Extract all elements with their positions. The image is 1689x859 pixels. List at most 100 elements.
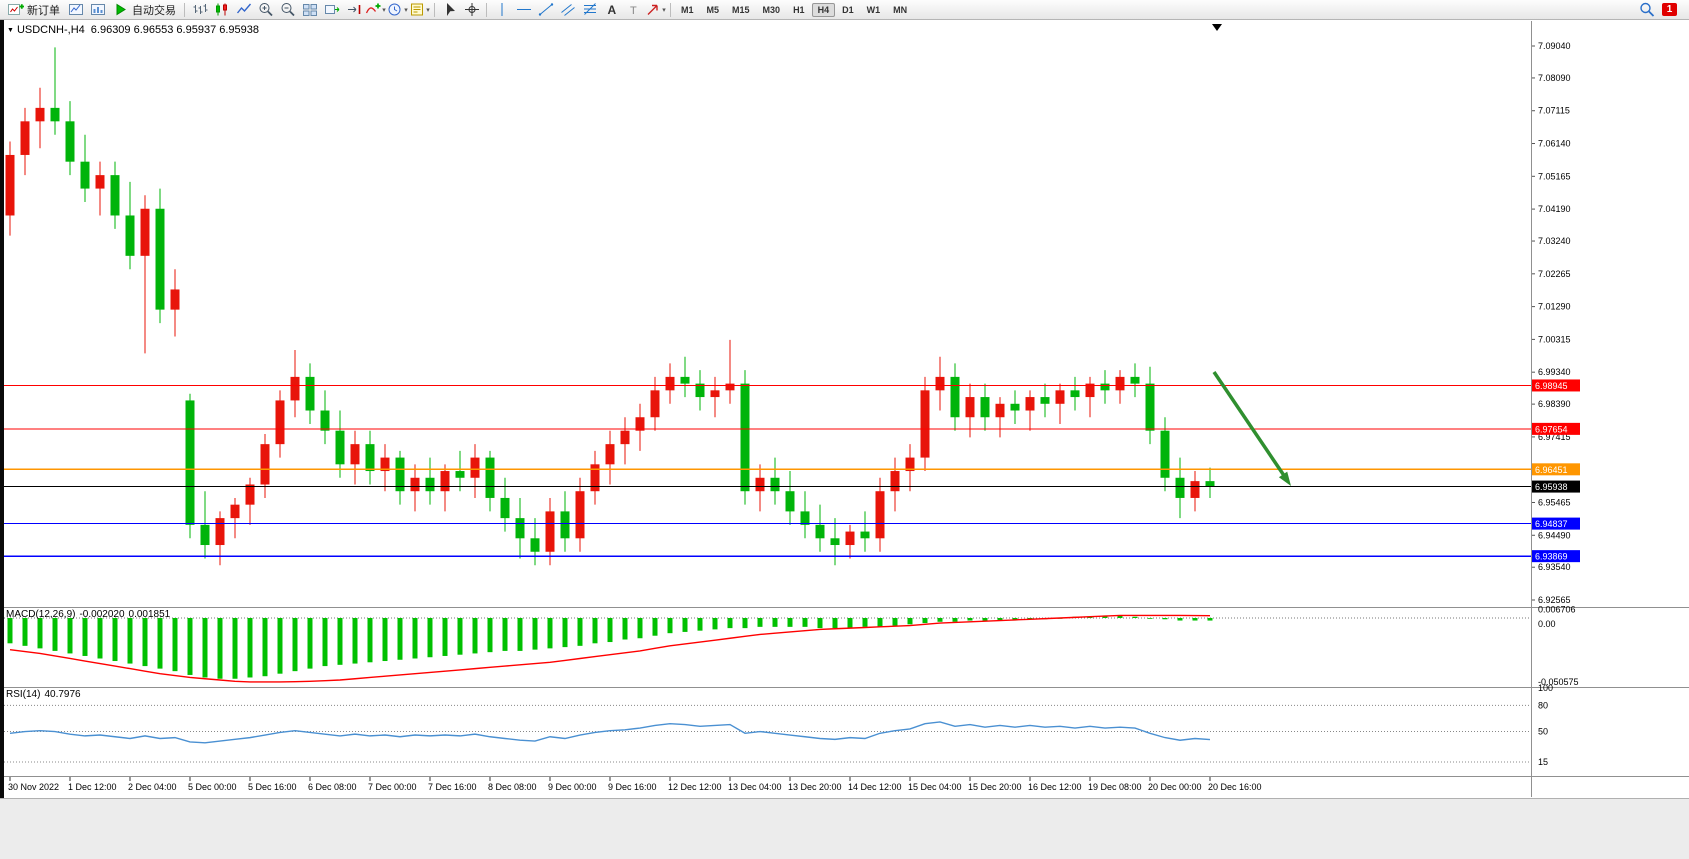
- timeframe-m1-button[interactable]: M1: [681, 4, 694, 15]
- price-line-tag-label: 6.98945: [1535, 381, 1568, 391]
- periods-button[interactable]: ▾: [387, 1, 408, 18]
- price-tick-label: 6.97415: [1538, 432, 1571, 442]
- timeframe-m5-button[interactable]: M5: [706, 4, 720, 15]
- horizontal-line-button[interactable]: [513, 1, 534, 18]
- line-chart-button[interactable]: [233, 1, 254, 18]
- dropdown-arrow-icon: ▾: [404, 6, 408, 14]
- candle-body: [515, 518, 525, 539]
- macd-bar: [457, 618, 463, 655]
- timeframe-m30-button[interactable]: M30: [762, 4, 781, 15]
- candle-body: [620, 430, 630, 445]
- timeframe-w1-button[interactable]: W1: [866, 4, 881, 15]
- candle-body: [980, 397, 990, 418]
- macd-bar: [862, 618, 868, 627]
- macd-bar: [772, 618, 778, 627]
- timeframe-mn-button[interactable]: MN: [893, 4, 908, 15]
- rsi-name: RSI(14): [6, 689, 41, 700]
- chart-menu-marker-icon[interactable]: ▼: [7, 27, 14, 34]
- rsi-axis-label: 50: [1538, 727, 1548, 737]
- candle-body: [305, 376, 315, 411]
- ohlc-bars-button[interactable]: [189, 1, 210, 18]
- new-order-button[interactable]: 新订单: [4, 0, 64, 19]
- equidistant-channel-button[interactable]: [557, 1, 578, 18]
- tile-windows-button[interactable]: [299, 1, 320, 18]
- chart-shift-icon: [346, 2, 362, 17]
- price-tick-label: 7.03240: [1538, 236, 1571, 246]
- price-line-tag-label: 6.94837: [1535, 519, 1568, 529]
- time-tick-label: 30 Nov 2022: [8, 782, 59, 792]
- chart-shift-marker[interactable]: [1212, 24, 1222, 31]
- zoom-in-button[interactable]: [255, 1, 276, 18]
- arrow-head: [1278, 471, 1291, 486]
- macd-bar: [592, 618, 598, 644]
- candlestick-chart-button[interactable]: [211, 1, 232, 18]
- zoom-out-button[interactable]: [277, 1, 298, 18]
- charts-window-button[interactable]: [65, 1, 86, 18]
- macd-bar: [682, 618, 688, 632]
- candle-body: [965, 397, 975, 418]
- cursor-button[interactable]: [439, 1, 460, 18]
- dropdown-arrow-icon: ▾: [382, 6, 386, 14]
- macd-signal-line: [9, 614, 1211, 683]
- text-button[interactable]: A: [601, 1, 622, 18]
- templates-button[interactable]: ▾: [409, 1, 430, 18]
- candle-body: [695, 383, 705, 398]
- trend-icon: [538, 2, 554, 17]
- auto-trading-button[interactable]: 自动交易: [109, 0, 180, 19]
- indicators-button[interactable]: ▾: [365, 1, 386, 18]
- crosshair-button[interactable]: [461, 1, 482, 18]
- candle-body: [770, 477, 780, 492]
- rsi-axis-label: 15: [1538, 757, 1548, 767]
- text-label-button[interactable]: T: [623, 1, 644, 18]
- chart-shift-button[interactable]: [343, 1, 364, 18]
- candle-body: [50, 107, 60, 122]
- macd-bar: [232, 618, 238, 679]
- search-button[interactable]: [1636, 1, 1657, 18]
- auto-scroll-button[interactable]: [321, 1, 342, 18]
- vertical-line-button[interactable]: [491, 1, 512, 18]
- timeframe-h1-button[interactable]: H1: [793, 4, 805, 15]
- candle-body: [170, 289, 180, 310]
- price-tick-label: 6.99340: [1538, 367, 1571, 377]
- timeframe-m15-button[interactable]: M15: [732, 4, 750, 15]
- macd-bar: [997, 618, 1003, 621]
- candle-body: [1100, 383, 1110, 391]
- price-tick-label: 7.04190: [1538, 204, 1571, 214]
- fibonacci-button[interactable]: [579, 1, 600, 18]
- candle-body: [500, 497, 510, 519]
- svg-text:A: A: [607, 3, 616, 17]
- macd-bar: [442, 618, 448, 656]
- candle-body: [650, 390, 660, 418]
- toolbar-separator: [184, 2, 185, 17]
- time-tick-label: 5 Dec 00:00: [188, 782, 237, 792]
- timeframe-d1-button[interactable]: D1: [842, 4, 854, 15]
- symbol-period-label: USDCNH-,H4: [16, 24, 85, 36]
- candle-body: [155, 208, 165, 310]
- price-line-tag: [1532, 517, 1580, 530]
- macd-axis-label: -0.050575: [1538, 677, 1579, 687]
- notification-badge[interactable]: 1: [1662, 3, 1677, 16]
- candle-body: [230, 504, 240, 519]
- arrows-button[interactable]: ▾: [645, 1, 666, 18]
- time-axis: 30 Nov 2022 1 Dec 12:00 2 Dec 04:00 5 Dec 0…: [8, 777, 1262, 792]
- macd-bar: [7, 618, 13, 644]
- candle-body: [1205, 481, 1215, 487]
- candle-body: [185, 400, 195, 525]
- rsi-axis-label: 80: [1538, 700, 1548, 710]
- rsi-indicator-label: RSI(14) 40.7976: [6, 689, 85, 700]
- macd-axis-label: 0.00: [1538, 619, 1556, 629]
- new-order-icon: [8, 2, 24, 17]
- candle-body: [20, 121, 30, 155]
- data-window-button[interactable]: [87, 1, 108, 18]
- time-tick-label: 19 Dec 08:00: [1088, 782, 1142, 792]
- trendline-button[interactable]: [535, 1, 556, 18]
- candle-body: [890, 471, 900, 492]
- timeframe-h4-button[interactable]: H4: [811, 2, 836, 17]
- dropdown-arrow-icon: ▾: [662, 6, 666, 14]
- price-tick-label: 7.01290: [1538, 302, 1571, 312]
- line-icon: [236, 2, 252, 17]
- toolbar-separator: [486, 2, 487, 17]
- candle-body: [335, 430, 345, 465]
